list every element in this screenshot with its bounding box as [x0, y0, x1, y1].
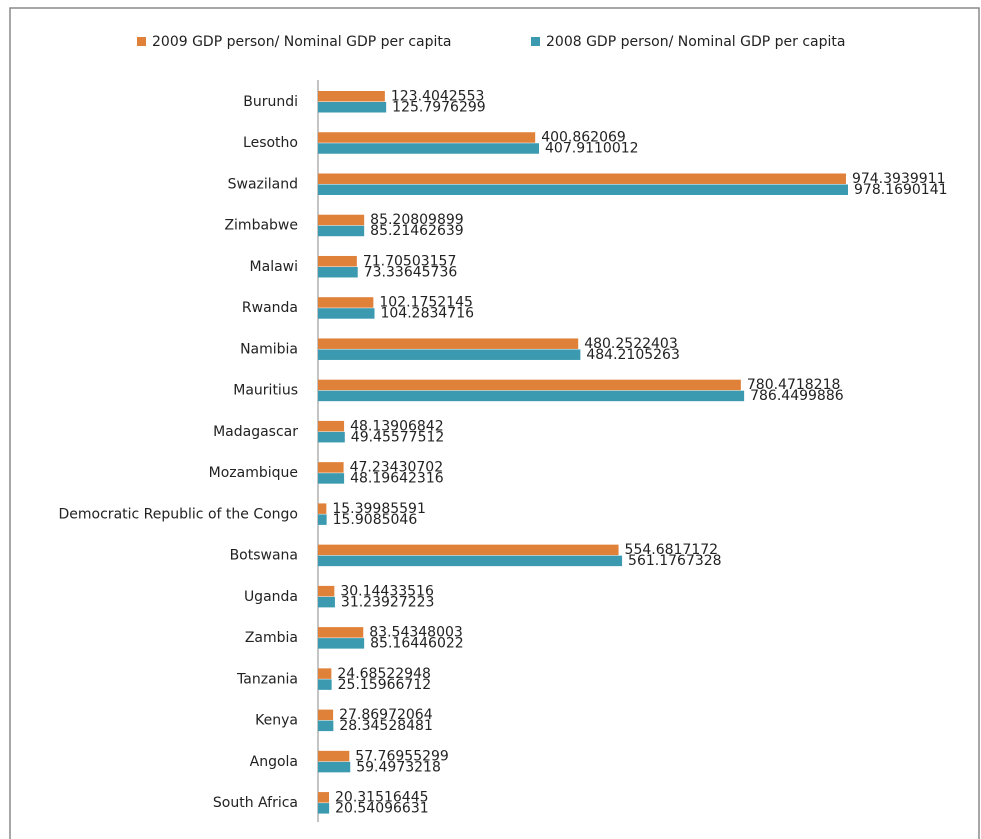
value-label: 85.20809899 — [370, 212, 464, 228]
bar — [318, 473, 345, 484]
value-label: 15.9085046 — [333, 512, 418, 528]
bar — [318, 761, 351, 773]
category-label: Zambia — [245, 630, 298, 646]
bar — [318, 308, 375, 319]
bar — [318, 173, 846, 184]
value-label: 20.31516445 — [335, 790, 429, 806]
category-label: South Africa — [213, 795, 298, 811]
bar — [318, 720, 334, 732]
value-label: 554.6817172 — [625, 542, 719, 558]
category-label: Madagascar — [213, 424, 298, 440]
value-label: 786.4499886 — [750, 388, 844, 404]
value-label: 27.86972064 — [339, 707, 433, 723]
bar — [318, 750, 350, 762]
category-label: Malawi — [250, 259, 298, 275]
bar — [318, 503, 327, 514]
bar — [318, 338, 579, 349]
category-label: Mauritius — [233, 383, 298, 399]
bar — [318, 297, 374, 308]
bar — [318, 596, 335, 608]
bar — [318, 420, 345, 432]
bar — [318, 679, 332, 690]
value-label: 102.1752145 — [379, 295, 473, 311]
value-label: 83.54348003 — [369, 625, 463, 641]
value-label: 73.33645736 — [364, 264, 458, 280]
chart-frame — [9, 7, 980, 839]
value-label: 400.862069 — [541, 130, 626, 146]
bar — [318, 132, 536, 143]
value-label: 30.14433516 — [340, 583, 434, 599]
value-label: 28.34528481 — [339, 718, 433, 734]
category-label: Angola — [250, 754, 298, 770]
category-label: Democratic Republic of the Congo — [59, 506, 298, 522]
category-label: Zimbabwe — [224, 218, 298, 234]
bar — [318, 803, 330, 814]
value-label: 25.15966712 — [338, 677, 432, 693]
bar — [318, 390, 745, 402]
value-label: 407.9110012 — [545, 141, 639, 157]
bar — [318, 143, 540, 154]
bar — [318, 225, 365, 237]
value-label: 49.45577512 — [351, 429, 445, 445]
legend-label: 2009 GDP person/ Nominal GDP per capita — [152, 34, 451, 50]
value-label: 561.1767328 — [628, 553, 722, 569]
value-label: 85.16446022 — [370, 636, 464, 652]
bar — [318, 214, 365, 226]
bar — [318, 638, 365, 649]
value-label: 57.76955299 — [355, 748, 449, 764]
category-label: Uganda — [244, 589, 298, 605]
value-label: 780.4718218 — [747, 377, 841, 393]
category-label: Tanzania — [236, 671, 298, 687]
bar — [318, 91, 385, 102]
value-label: 104.2834716 — [381, 306, 475, 322]
bar — [318, 266, 358, 278]
bar — [318, 668, 332, 679]
bar — [318, 349, 581, 360]
category-label: Swaziland — [228, 176, 298, 192]
bar — [318, 544, 619, 556]
value-label: 47.23430702 — [350, 460, 444, 476]
legend-swatch — [137, 37, 146, 46]
bar — [318, 555, 623, 567]
bar — [318, 255, 357, 267]
value-label: 123.4042553 — [391, 89, 485, 105]
bar — [318, 184, 848, 195]
bar — [318, 102, 387, 113]
category-label: Kenya — [255, 713, 298, 729]
value-label: 48.13906842 — [350, 418, 444, 434]
value-label: 978.1690141 — [854, 182, 948, 198]
bar — [318, 514, 327, 525]
value-label: 480.2522403 — [584, 336, 678, 352]
value-label: 85.21462639 — [370, 223, 464, 239]
value-label: 484.2105263 — [586, 347, 680, 363]
category-label: Mozambique — [209, 465, 298, 481]
category-label: Burundi — [243, 94, 298, 110]
value-label: 20.54096631 — [335, 801, 429, 817]
legend-swatch — [531, 37, 540, 46]
bar — [318, 709, 334, 721]
value-label: 24.68522948 — [337, 666, 431, 682]
value-label: 59.4973218 — [356, 759, 441, 775]
bar — [318, 462, 344, 473]
value-label: 15.39985591 — [332, 501, 426, 517]
legend-label: 2008 GDP person/ Nominal GDP per capita — [546, 34, 845, 50]
bar — [318, 379, 741, 391]
bar — [318, 792, 330, 803]
value-label: 974.3939911 — [852, 171, 946, 187]
value-label: 48.19642316 — [350, 471, 444, 487]
bar — [318, 431, 345, 443]
category-label: Rwanda — [242, 300, 298, 316]
bar — [318, 627, 364, 638]
category-label: Namibia — [240, 341, 298, 357]
value-label: 31.23927223 — [341, 594, 435, 610]
category-label: Botswana — [230, 548, 298, 564]
category-label: Lesotho — [243, 135, 298, 151]
bar — [318, 585, 335, 597]
value-label: 71.70503157 — [363, 253, 457, 269]
value-label: 125.7976299 — [392, 100, 486, 116]
